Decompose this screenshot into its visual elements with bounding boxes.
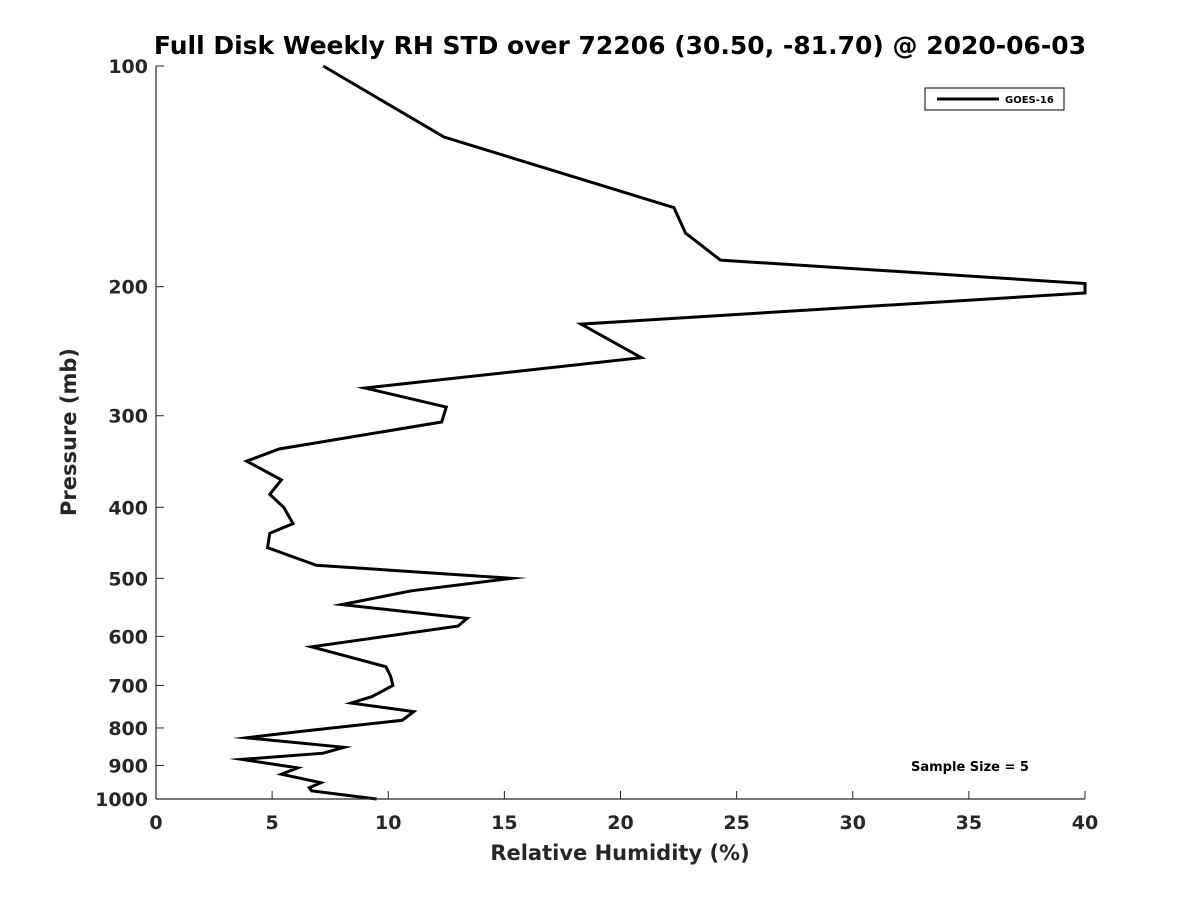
x-axis-label: Relative Humidity (%): [490, 841, 749, 865]
y-tick-label: 100: [108, 56, 148, 78]
x-tick-label: 5: [266, 812, 279, 834]
x-tick-label: 35: [956, 812, 982, 834]
y-tick-label: 500: [108, 568, 148, 590]
x-tick-label: 15: [491, 812, 517, 834]
series-line-goes-16: [228, 64, 1087, 801]
y-tick-label: 200: [108, 277, 148, 299]
plot-area: [228, 64, 1087, 801]
y-tick-label: 900: [108, 755, 148, 777]
x-axis: 0 5 10 15 20 25 30 35 40: [149, 791, 1098, 834]
y-axis: 100 200 300 400 500 600 700 800 900 1000: [95, 56, 164, 811]
x-tick-label: 20: [607, 812, 633, 834]
x-tick-label: 10: [375, 812, 401, 834]
x-tick-label: 25: [723, 812, 749, 834]
x-tick-label: 30: [840, 812, 866, 834]
x-tick-label: 0: [149, 812, 162, 834]
sample-size-annotation: Sample Size = 5: [911, 760, 1029, 775]
legend-series-label: GOES-16: [1005, 95, 1054, 106]
y-tick-label: 700: [108, 675, 148, 697]
y-axis-label: Pressure (mb): [57, 348, 81, 516]
y-tick-label: 400: [108, 497, 148, 519]
x-tick-label: 40: [1072, 812, 1098, 834]
chart-title: Full Disk Weekly RH STD over 72206 (30.5…: [154, 31, 1086, 60]
y-tick-label: 1000: [95, 789, 148, 811]
legend: GOES-16: [924, 87, 1065, 111]
y-tick-label: 600: [108, 626, 148, 648]
y-tick-label: 300: [108, 406, 148, 428]
y-tick-label: 800: [108, 718, 148, 740]
